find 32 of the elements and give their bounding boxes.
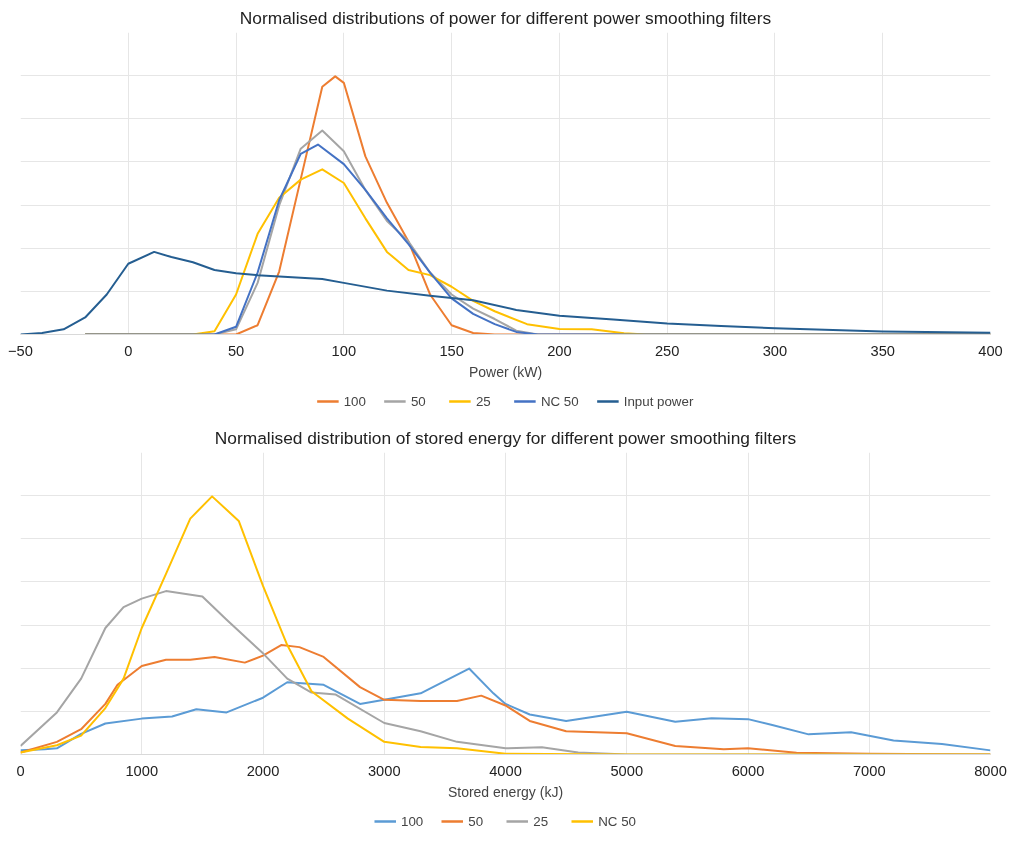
x-tick-label: 3000 [367, 762, 401, 779]
legend-label: NC 50 [540, 393, 579, 409]
x-tick-label: 0 [16, 762, 25, 779]
x-axis-title: Power (kW) [468, 363, 543, 380]
legend-label: 100 [400, 813, 424, 829]
x-tick-label: 100 [331, 342, 357, 359]
legend-label: Input power [623, 393, 694, 409]
x-tick-label: 150 [439, 342, 464, 359]
x-tick-label: 6000 [731, 762, 765, 779]
chart-title: Normalised distributions of power for different power smoothing filters [239, 7, 772, 28]
x-tick-label: 1000 [125, 762, 159, 779]
x-tick-label: −50 [8, 342, 33, 359]
x-tick-label: 300 [762, 342, 788, 359]
x-tick-label: 50 [227, 342, 245, 359]
x-tick-label: 200 [547, 342, 572, 359]
x-tick-label: 2000 [246, 762, 280, 779]
x-tick-label: 8000 [974, 762, 1007, 779]
legend-label: 25 [475, 393, 492, 409]
legend-label: 50 [468, 813, 485, 829]
x-tick-label: 7000 [852, 762, 886, 779]
legend-label: 100 [343, 393, 366, 409]
legend-label: NC 50 [598, 813, 637, 829]
chart-title: Normalised distribution of stored energy for different power smoothing filters [214, 427, 797, 448]
x-tick-label: 400 [978, 342, 1003, 359]
legend-label: 25 [533, 813, 550, 829]
x-tick-label: 350 [870, 342, 895, 359]
x-tick-label: 250 [654, 342, 680, 359]
legend-label: 50 [410, 393, 427, 409]
x-tick-label: 5000 [610, 762, 644, 779]
x-tick-label: 0 [124, 342, 133, 359]
x-tick-label: 4000 [489, 762, 522, 779]
x-axis-title: Stored energy (kJ) [447, 783, 564, 800]
